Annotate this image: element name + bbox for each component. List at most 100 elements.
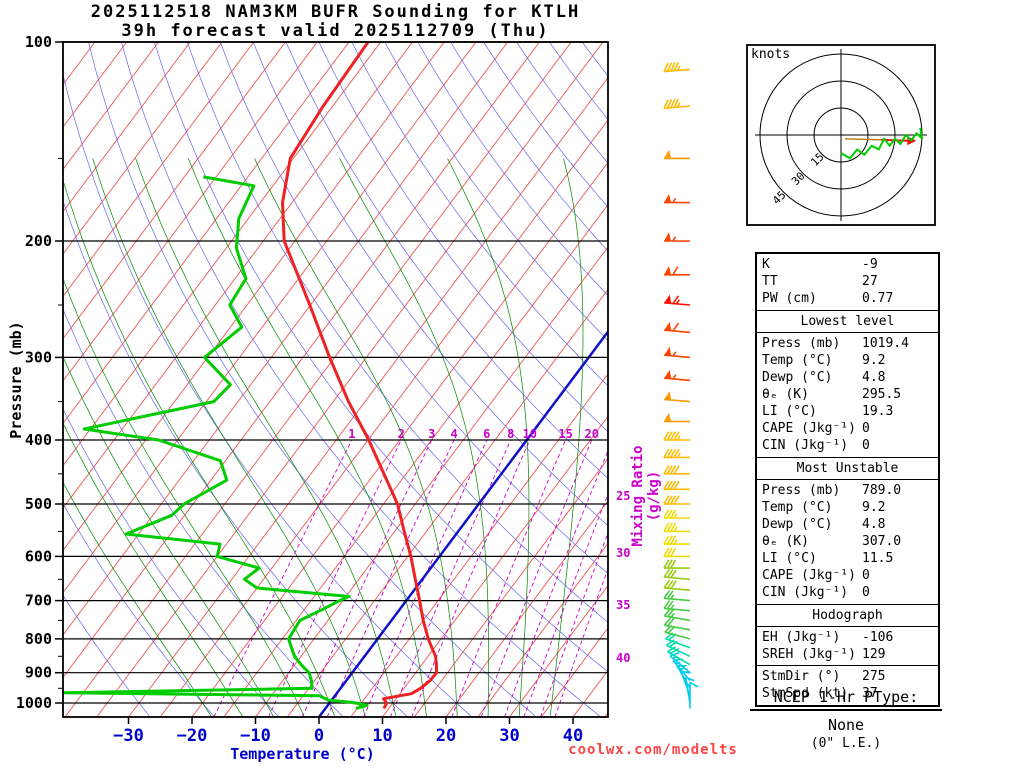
wind-barb xyxy=(664,369,691,382)
temperature-curve xyxy=(281,42,439,710)
stat-row: StmSpd (kt) 37 xyxy=(757,685,938,702)
isotherm-line xyxy=(63,42,223,255)
stat-row: EH (Jkg⁻¹) -106 xyxy=(757,629,938,646)
temperature-axis-label: Temperature (°C) xyxy=(230,745,375,763)
dry-adiabat-line xyxy=(219,42,608,575)
stats-section: Most Unstable Press (mb) 789.0 Temp (°C) 9.2… xyxy=(757,457,938,604)
ptype-value: None xyxy=(827,716,865,734)
mixing-ratio-label: 4 xyxy=(450,427,457,441)
stat-value: -106 xyxy=(862,630,894,645)
temp-tick-label: −10 xyxy=(240,726,271,746)
isotherm-line xyxy=(63,42,255,298)
pressure-tick-label: 800 xyxy=(25,630,52,648)
dry-adiabat-line xyxy=(63,73,473,717)
dry-adiabat-line xyxy=(63,594,151,717)
stat-value: 275 xyxy=(862,669,886,684)
isotherm-line xyxy=(96,42,604,717)
stat-value: 0.77 xyxy=(862,291,894,306)
stat-label: K xyxy=(762,257,770,272)
stat-label: LI (°C) xyxy=(762,404,817,419)
pressure-tick-label: 600 xyxy=(25,547,52,565)
stat-label: SREH (Jkg⁻¹) xyxy=(762,647,856,662)
isotherm-line xyxy=(445,500,608,717)
mixing-ratio-line xyxy=(363,439,488,717)
stat-row: StmDir (°) 275 xyxy=(757,668,938,685)
temp-tick-label: 40 xyxy=(563,726,583,746)
wind-barb-column xyxy=(663,61,699,709)
wind-barb xyxy=(664,194,690,204)
stat-row: CAPE (Jkg⁻¹) 0 xyxy=(757,567,938,584)
page-title: 2025112518 NAM3KM BUFR Sounding for KTLH xyxy=(90,2,581,22)
wind-barb xyxy=(664,232,690,242)
stat-label: Dewp (°C) xyxy=(762,370,833,385)
stat-label: PW (cm) xyxy=(762,291,817,306)
stat-label: θₑ (K) xyxy=(762,534,809,549)
isotherm-line xyxy=(64,42,572,717)
dry-adiabat-line xyxy=(63,199,408,717)
stat-label: CAPE (Jkg⁻¹) xyxy=(762,568,856,583)
dry-adiabat-line xyxy=(318,42,608,433)
isotherm-line xyxy=(128,76,608,717)
pressure-tick-label: 200 xyxy=(25,232,52,250)
wind-barb xyxy=(663,617,691,631)
stat-label: EH (Jkg⁻¹) xyxy=(762,630,841,645)
stats-sections: K -9 TT 27 PW (cm) 0.77 Lowest level Press (mb)… xyxy=(757,254,938,705)
isotherm-line xyxy=(63,42,477,594)
plot-border xyxy=(62,41,609,718)
isotherm-line xyxy=(63,42,318,382)
stat-label: θₑ (K) xyxy=(762,387,809,402)
wind-barb xyxy=(663,448,690,459)
isotherm-line xyxy=(63,42,445,552)
wind-barb xyxy=(664,266,690,276)
ptype-note: (0" L.E.) xyxy=(810,736,882,751)
stat-label: Dewp (°C) xyxy=(762,517,833,532)
temp-tick-label: 30 xyxy=(499,726,519,746)
stat-value: 4.8 xyxy=(862,370,886,385)
mixing-ratio-line xyxy=(389,439,512,717)
dry-adiabat-line xyxy=(252,42,608,527)
wind-barb xyxy=(663,509,690,519)
stats-section-title: Hodograph xyxy=(757,607,938,627)
page-subtitle: 39h forecast valid 2025112709 (Thu) xyxy=(121,21,550,41)
stat-label: LI (°C) xyxy=(762,551,817,566)
mixing-ratio-label: 1 xyxy=(348,427,355,441)
wind-barb xyxy=(664,294,691,306)
isotherm-line xyxy=(63,42,286,340)
zero-isotherm-line xyxy=(318,329,608,717)
mixing-ratio-label: 8 xyxy=(507,427,514,441)
ptype-block: NCEP 1-Hr PType: None (0" L.E.) xyxy=(750,688,942,751)
mixing-ratio-label: 6 xyxy=(483,427,490,441)
stat-value: 0 xyxy=(862,585,870,600)
stat-label: Press (mb) xyxy=(762,483,841,498)
wind-barb xyxy=(663,61,691,73)
hodograph-units-label: knots xyxy=(751,47,791,62)
stat-label: Temp (°C) xyxy=(762,500,833,515)
stats-divider xyxy=(757,665,938,666)
wind-barb xyxy=(663,568,691,581)
stat-value: 1019.4 xyxy=(862,336,909,351)
dry-adiabat-line xyxy=(63,308,344,717)
isotherm-line xyxy=(255,246,608,717)
stat-label: CIN (Jkg⁻¹) xyxy=(762,438,849,453)
stat-row: K -9 xyxy=(757,256,938,273)
watermark: coolwx.com/modelts xyxy=(568,742,738,758)
stat-row: Dewp (°C) 4.8 xyxy=(757,516,938,533)
mixing-ratio-label: 20 xyxy=(584,427,598,441)
stats-section-title: Most Unstable xyxy=(757,460,938,480)
mixing-ratio-label: 15 xyxy=(558,427,572,441)
wind-barb xyxy=(664,149,690,160)
wind-barb xyxy=(663,590,691,602)
wind-barb xyxy=(664,391,691,403)
wind-barb xyxy=(663,465,690,475)
wind-barb xyxy=(663,535,690,545)
hodograph-ring xyxy=(813,107,869,163)
stat-row: Press (mb) 1019.4 xyxy=(757,335,938,352)
stat-value: 19.3 xyxy=(862,404,894,419)
ptype-title: NCEP 1-Hr PType: xyxy=(750,688,942,711)
isotherm-line xyxy=(63,42,159,171)
pressure-axis-label: Pressure (mb) xyxy=(7,321,25,439)
stats-section: Hodograph EH (Jkg⁻¹) -106 SREH (Jkg⁻¹) 129 St… xyxy=(757,604,938,705)
mixing-ratio-line xyxy=(504,449,608,717)
